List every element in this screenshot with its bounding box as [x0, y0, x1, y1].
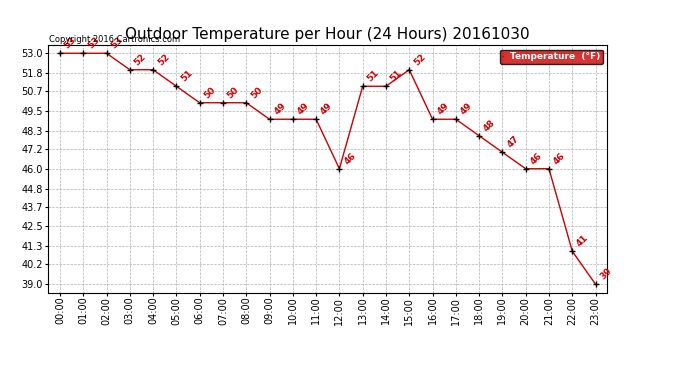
Text: 48: 48 [482, 118, 497, 133]
Text: 50: 50 [202, 85, 217, 100]
Text: 51: 51 [388, 68, 404, 84]
Text: 49: 49 [319, 101, 334, 117]
Text: 41: 41 [575, 233, 591, 249]
Text: 46: 46 [529, 151, 544, 166]
Text: 49: 49 [459, 101, 474, 117]
Text: 51: 51 [179, 68, 195, 84]
Text: 50: 50 [249, 85, 264, 100]
Text: 53: 53 [86, 35, 101, 51]
Text: 46: 46 [342, 151, 357, 166]
Text: 53: 53 [63, 35, 78, 51]
Text: 46: 46 [552, 151, 567, 166]
Text: 52: 52 [132, 52, 148, 67]
Text: 52: 52 [156, 52, 171, 67]
Text: Copyright 2016 Cartronics.com: Copyright 2016 Cartronics.com [49, 35, 180, 44]
Text: 52: 52 [412, 52, 427, 67]
Text: 49: 49 [273, 101, 288, 117]
Text: 51: 51 [366, 68, 381, 84]
Legend: Temperature  (°F): Temperature (°F) [500, 50, 602, 64]
Text: 49: 49 [295, 101, 311, 117]
Text: 47: 47 [505, 134, 520, 150]
Title: Outdoor Temperature per Hour (24 Hours) 20161030: Outdoor Temperature per Hour (24 Hours) … [126, 27, 530, 42]
Text: 49: 49 [435, 101, 451, 117]
Text: 53: 53 [109, 35, 124, 51]
Text: 39: 39 [598, 266, 613, 282]
Text: 50: 50 [226, 85, 241, 100]
